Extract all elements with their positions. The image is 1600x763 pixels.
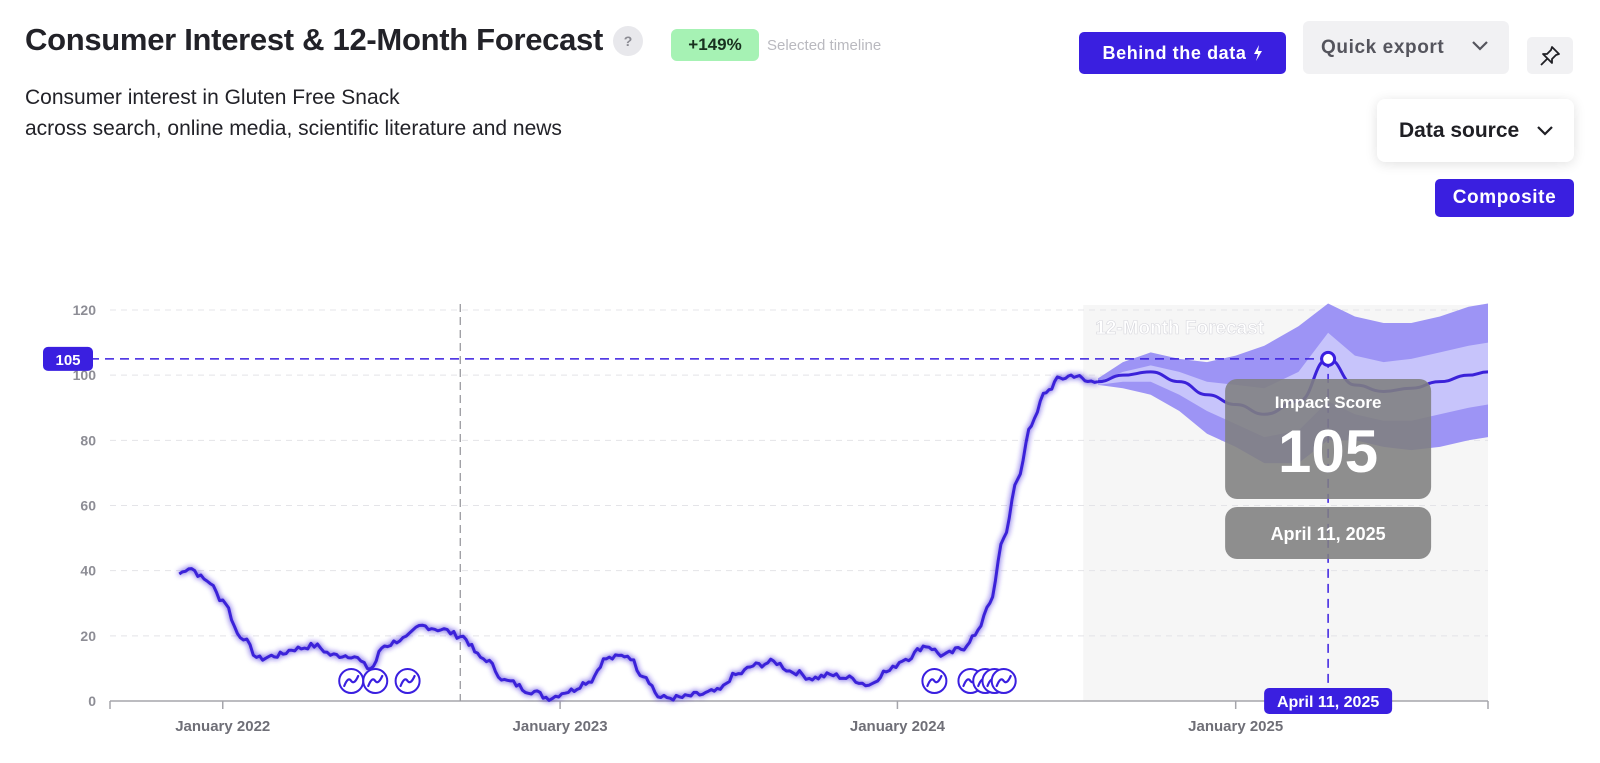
trend-event-glyph [399, 674, 416, 688]
trend-event-glyph [926, 674, 943, 688]
y-tick-label: 0 [88, 693, 96, 709]
subtitle-line-1: Consumer interest in Gluten Free Snack [25, 86, 400, 109]
impact-score-value: 105 [1278, 418, 1378, 485]
y-tick-label: 120 [73, 302, 97, 318]
chevron-down-icon [1537, 126, 1553, 136]
y-tick-label: 60 [80, 498, 96, 514]
composite-button[interactable]: Composite [1435, 179, 1574, 217]
trend-event-icon[interactable] [338, 668, 365, 694]
data-source-dropdown[interactable]: Data source [1377, 99, 1574, 162]
y-tick-label: 80 [80, 432, 96, 448]
trend-event-icon[interactable] [362, 668, 389, 694]
y-tick-label: 40 [80, 563, 96, 579]
bolt-icon [1253, 45, 1262, 61]
pin-icon [1540, 45, 1560, 66]
x-tick-label: January 2022 [175, 718, 270, 735]
trend-event-glyph [367, 674, 384, 688]
selected-date-pill [1264, 688, 1393, 714]
x-tick-label: January 2024 [850, 718, 946, 735]
selected-timeline-label: Selected timeline [767, 37, 882, 54]
x-tick-label: January 2025 [1188, 718, 1283, 735]
trend-event-icon[interactable] [921, 668, 948, 694]
trend-event-icon[interactable] [394, 668, 421, 694]
impact-score-title: Impact Score [1275, 393, 1382, 412]
quick-export-button[interactable]: Quick export [1303, 21, 1509, 74]
behind-the-data-button[interactable]: Behind the data [1079, 32, 1286, 74]
x-tick-label: January 2023 [513, 718, 608, 735]
data-source-label: Data source [1399, 118, 1520, 142]
trend-event-icon[interactable] [990, 668, 1017, 694]
chart-subtitle: Consumer interest in Gluten Free Snack a… [25, 82, 562, 144]
impact-score-tooltip [1225, 379, 1432, 499]
selected-date-label: April 11, 2025 [1277, 694, 1379, 711]
behind-the-data-label: Behind the data [1102, 42, 1247, 63]
chevron-down-icon [1472, 41, 1488, 51]
y-tick-label: 20 [80, 628, 96, 644]
help-icon[interactable]: ? [613, 26, 643, 56]
y-tick-label: 100 [73, 367, 97, 383]
trend-event-glyph [343, 674, 360, 688]
quick-export-label: Quick export [1321, 36, 1445, 58]
selected-value-label: 105 [55, 352, 80, 369]
pin-button[interactable] [1527, 37, 1573, 74]
date-tooltip [1225, 507, 1432, 559]
date-tooltip-label: April 11, 2025 [1271, 524, 1386, 544]
forecast-label: 12-Month Forecast [1095, 318, 1265, 339]
selected-point [1320, 350, 1337, 367]
trend-event-glyph [995, 674, 1012, 688]
selected-value-pill [43, 346, 93, 371]
history-line [178, 373, 1099, 702]
change-badge: +149% [671, 29, 759, 61]
subtitle-line-2: across search, online media, scientific … [25, 117, 562, 140]
page-title: Consumer Interest & 12-Month Forecast [25, 22, 604, 57]
